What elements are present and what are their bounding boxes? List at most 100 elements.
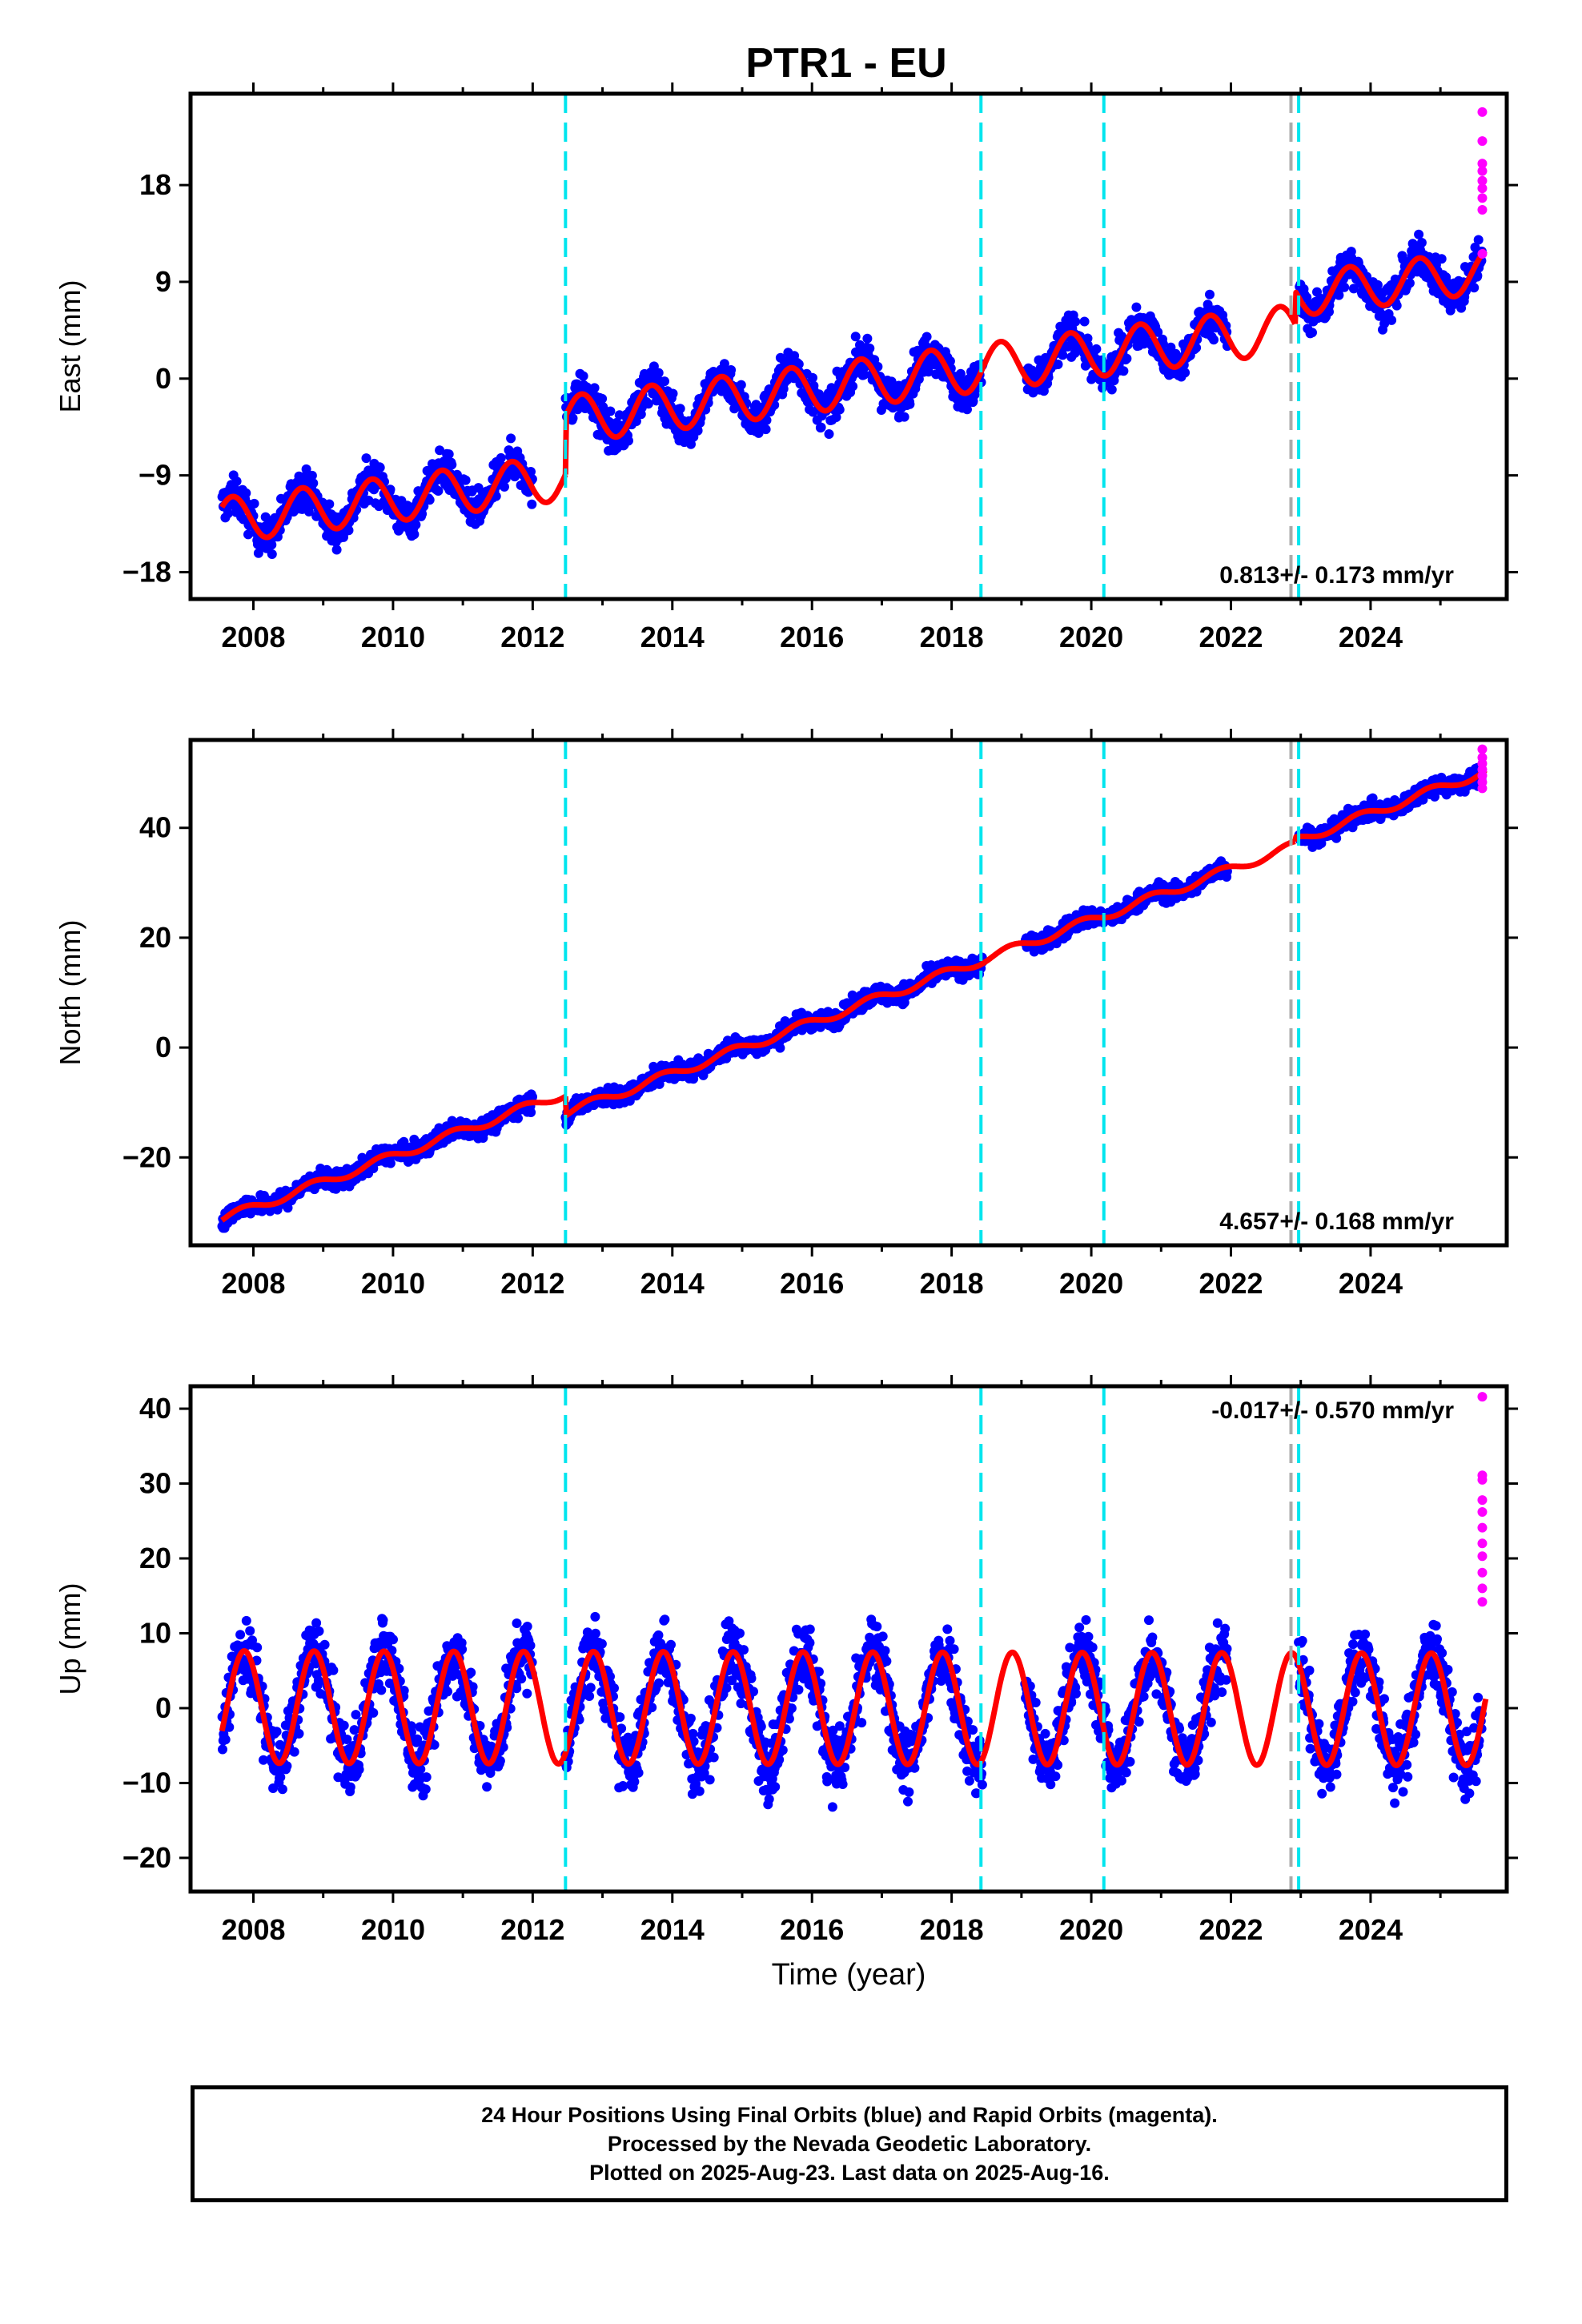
final-orbit-point	[433, 486, 444, 496]
final-orbit-point	[886, 376, 897, 387]
final-orbit-point	[653, 368, 664, 378]
y-tick-label: −18	[122, 555, 171, 588]
model-curve	[562, 304, 1298, 475]
final-orbit-point	[424, 495, 435, 505]
final-orbit-point	[311, 1618, 322, 1628]
model-curve	[219, 458, 568, 541]
final-orbit-point	[271, 1727, 282, 1737]
final-orbit-point	[277, 1784, 287, 1795]
final-orbit-point	[824, 429, 834, 439]
final-orbit-point	[294, 1728, 304, 1739]
final-orbit-point	[368, 1707, 379, 1718]
final-orbit-point	[283, 1203, 293, 1213]
final-orbit-point	[719, 359, 729, 369]
rate-annotation: 0.813+/- 0.173 mm/yr	[1219, 562, 1454, 589]
final-orbit-point	[220, 1735, 231, 1745]
final-orbit-point	[614, 410, 624, 420]
final-orbit-point	[411, 520, 421, 530]
final-orbit-point	[385, 1158, 396, 1168]
y-axis-label: East (mm)	[54, 280, 86, 413]
final-orbit-point	[597, 393, 608, 404]
final-orbit-point	[923, 367, 934, 377]
y-tick-label: −9	[139, 459, 171, 492]
plot-area	[217, 740, 1488, 1245]
final-orbit-point	[955, 368, 966, 379]
x-tick-label: 2018	[920, 1267, 984, 1300]
final-orbit-point	[1473, 235, 1484, 245]
y-tick-label: 20	[139, 921, 171, 954]
final-orbit-point	[447, 460, 457, 470]
final-orbit-point	[1082, 333, 1093, 344]
final-orbit-point	[1153, 327, 1163, 337]
rapid-orbit-point	[1477, 166, 1488, 176]
final-orbit-point	[1416, 238, 1427, 247]
rapid-orbit-point	[1477, 175, 1488, 186]
final-orbit-point	[1472, 271, 1483, 281]
final-orbit-point	[409, 529, 420, 540]
final-orbit-point	[962, 404, 972, 415]
final-orbit-point	[354, 1764, 364, 1775]
x-tick-label: 2012	[500, 621, 564, 653]
final-orbit-point	[267, 540, 277, 550]
final-orbit-point	[761, 415, 772, 425]
final-orbit-point	[604, 416, 614, 427]
final-orbit-point	[1316, 838, 1327, 849]
rapid-orbit-points	[1477, 107, 1488, 259]
final-orbit-point	[660, 376, 669, 387]
final-orbit-point	[526, 467, 536, 476]
rapid-orbit-point	[1477, 193, 1488, 203]
final-orbit-point	[314, 1626, 324, 1636]
final-orbit-point	[1348, 283, 1359, 294]
final-orbit-point	[500, 481, 509, 492]
final-orbit-point	[241, 488, 251, 498]
final-orbit-point	[631, 416, 641, 426]
final-orbit-points	[217, 762, 1488, 1233]
final-orbit-point	[1334, 290, 1344, 300]
rapid-orbit-point	[1477, 249, 1488, 259]
x-tick-label: 2020	[1059, 621, 1123, 653]
final-orbit-point	[252, 1642, 263, 1653]
y-tick-label: 0	[155, 362, 171, 395]
final-orbit-point	[568, 413, 578, 424]
final-orbit-point	[343, 525, 354, 536]
rapid-orbit-point	[1477, 783, 1488, 794]
final-orbit-point	[218, 1744, 227, 1755]
final-orbit-point	[1436, 254, 1447, 264]
final-orbit-point	[834, 404, 845, 415]
final-orbit-point	[850, 332, 861, 342]
final-orbit-point	[245, 1626, 255, 1636]
final-orbit-point	[444, 449, 454, 460]
x-tick-label: 2010	[361, 1267, 425, 1300]
final-orbit-point	[1367, 793, 1378, 803]
final-orbit-point	[848, 381, 858, 392]
rapid-orbit-points	[1477, 744, 1488, 794]
final-orbit-point	[275, 1772, 286, 1783]
final-orbit-point	[598, 402, 608, 412]
final-orbit-point	[267, 549, 277, 559]
final-orbit-point	[921, 332, 932, 342]
rapid-orbit-point	[1477, 107, 1488, 117]
final-orbit-point	[526, 1108, 536, 1117]
final-orbit-point	[345, 1782, 355, 1792]
final-orbit-point	[1209, 335, 1219, 345]
final-orbit-point	[1414, 229, 1424, 239]
plot-area	[217, 1386, 1489, 1892]
final-orbit-point	[460, 475, 471, 485]
final-orbit-point	[578, 371, 588, 381]
final-orbit-point	[1205, 289, 1215, 300]
final-orbit-point	[1307, 328, 1317, 338]
final-orbit-point	[307, 470, 317, 480]
rapid-orbit-point	[1477, 183, 1488, 194]
final-orbit-point	[375, 462, 385, 472]
final-orbit-point	[808, 372, 817, 383]
final-orbit-point	[328, 1665, 339, 1675]
final-orbit-point	[435, 445, 445, 456]
final-orbit-point	[496, 452, 506, 463]
final-orbit-point	[693, 425, 703, 436]
final-orbit-point	[1469, 283, 1480, 293]
final-orbit-point	[241, 1615, 251, 1626]
final-orbit-point	[289, 1747, 299, 1757]
